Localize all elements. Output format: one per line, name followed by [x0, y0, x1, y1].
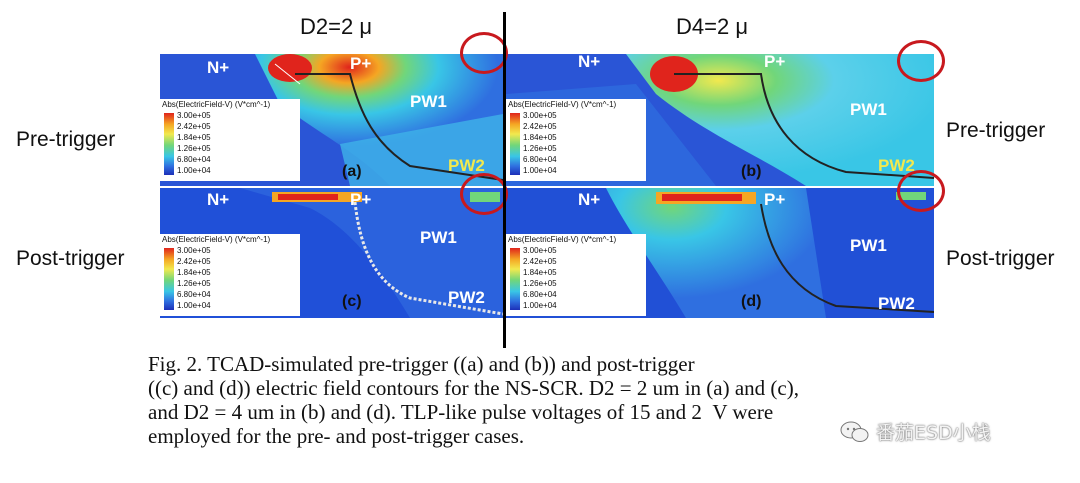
legend-title: Abs(ElectricField-V) (V*cm^-1) — [508, 100, 617, 109]
label-pre-trigger-right: Pre-trigger — [946, 119, 1046, 142]
watermark: 番茄ESD小栈 — [840, 418, 991, 445]
legend-tick: 1.26e+05 — [523, 144, 557, 153]
legend-tick: 1.84e+05 — [177, 133, 211, 142]
legend-tick: 3.00e+05 — [177, 111, 211, 120]
region-pw2: PW2 — [448, 288, 485, 307]
legend-title: Abs(ElectricField-V) (V*cm^-1) — [162, 100, 271, 109]
legend-tick: 1.00e+04 — [523, 166, 557, 175]
color-scale-bar — [510, 248, 520, 310]
caption-line: employed for the pre- and post-trigger c… — [148, 424, 525, 448]
caption-line: ((c) and (d)) electric field contours fo… — [148, 376, 799, 400]
panel-label-b: (b) — [741, 163, 762, 180]
region-pw2: PW2 — [878, 294, 915, 313]
region-n-plus: N+ — [207, 58, 230, 77]
highlight-circle — [460, 173, 508, 215]
region-pw1: PW1 — [420, 228, 457, 247]
legend-tick: 6.80e+04 — [523, 155, 557, 164]
label-post-trigger-right: Post-trigger — [946, 247, 1055, 270]
legend-b: Abs(ElectricField-V) (V*cm^-1) 3.00e+05 … — [506, 99, 646, 181]
legend-tick: 1.26e+05 — [177, 279, 211, 288]
region-n-plus: N+ — [207, 190, 230, 209]
legend-tick: 1.84e+05 — [177, 268, 211, 277]
label-post-trigger-left: Post-trigger — [16, 247, 125, 270]
region-pw1: PW1 — [850, 100, 887, 119]
legend-tick: 1.00e+04 — [177, 166, 211, 175]
region-pw1: PW1 — [410, 92, 447, 111]
panel-label-a: (a) — [342, 163, 362, 180]
wechat-icon — [840, 421, 869, 442]
legend-tick: 1.26e+05 — [523, 279, 557, 288]
legend-tick: 6.80e+04 — [523, 290, 557, 299]
label-pre-trigger-left: Pre-trigger — [16, 128, 116, 151]
watermark-text: 番茄ESD小栈 — [876, 422, 991, 444]
legend-tick: 3.00e+05 — [177, 246, 211, 255]
region-pw2: PW2 — [448, 156, 485, 175]
region-p-plus: P+ — [350, 190, 372, 209]
panel-a — [160, 54, 503, 186]
legend-tick: 1.26e+05 — [177, 144, 211, 153]
caption-line: and D2 = 4 um in (b) and (d). TLP-like p… — [148, 400, 774, 424]
region-p-plus: P+ — [764, 190, 786, 209]
caption-line: Fig. 2. TCAD-simulated pre-trigger ((a) … — [148, 352, 695, 376]
legend-tick: 3.00e+05 — [523, 246, 557, 255]
legend-tick: 2.42e+05 — [177, 257, 211, 266]
legend-tick: 2.42e+05 — [523, 122, 557, 131]
legend-tick: 2.42e+05 — [523, 257, 557, 266]
legend-tick: 1.00e+04 — [523, 301, 557, 310]
legend-c: Abs(ElectricField-V) (V*cm^-1) 3.00e+05 … — [160, 234, 300, 316]
legend-a: Abs(ElectricField-V) (V*cm^-1) 3.00e+05 … — [160, 99, 300, 181]
panel-label-c: (c) — [342, 293, 362, 310]
highlight-circle — [897, 40, 945, 82]
header-d2: D2=2 μ — [300, 14, 372, 39]
region-n-plus: N+ — [578, 52, 601, 71]
legend-tick: 6.80e+04 — [177, 290, 211, 299]
highlight-circle — [460, 32, 508, 74]
color-scale-bar — [164, 113, 174, 175]
legend-title: Abs(ElectricField-V) (V*cm^-1) — [162, 235, 271, 244]
header-d4: D4=2 μ — [676, 14, 748, 39]
legend-d: Abs(ElectricField-V) (V*cm^-1) 3.00e+05 … — [506, 234, 646, 316]
figure-caption: Fig. 2. TCAD-simulated pre-trigger ((a) … — [148, 352, 948, 448]
region-p-plus: P+ — [764, 52, 786, 71]
region-n-plus: N+ — [578, 190, 601, 209]
region-pw1: PW1 — [850, 236, 887, 255]
region-pw2: PW2 — [878, 156, 915, 175]
field-contour-a — [160, 54, 503, 186]
panel-label-d: (d) — [741, 293, 762, 310]
legend-tick: 1.00e+04 — [177, 301, 211, 310]
legend-title: Abs(ElectricField-V) (V*cm^-1) — [508, 235, 617, 244]
legend-tick: 1.84e+05 — [523, 133, 557, 142]
region-p-plus: P+ — [350, 54, 372, 73]
color-scale-bar — [164, 248, 174, 310]
highlight-circle — [897, 170, 945, 212]
color-scale-bar — [510, 113, 520, 175]
legend-tick: 1.84e+05 — [523, 268, 557, 277]
legend-tick: 2.42e+05 — [177, 122, 211, 131]
legend-tick: 3.00e+05 — [523, 111, 557, 120]
legend-tick: 6.80e+04 — [177, 155, 211, 164]
vertical-divider — [503, 12, 506, 348]
